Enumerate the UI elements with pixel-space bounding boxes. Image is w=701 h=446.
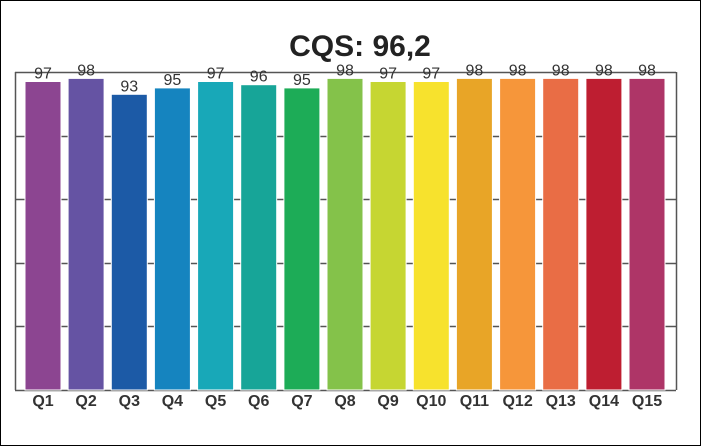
value-label: 98: [336, 62, 354, 79]
bar: [240, 84, 278, 391]
category-label: Q6: [248, 393, 269, 410]
category-label: Q3: [119, 393, 140, 410]
value-label: 98: [552, 62, 570, 79]
category-label: Q8: [334, 393, 355, 410]
value-label: 95: [164, 72, 182, 89]
category-label: Q15: [632, 393, 662, 410]
category-label: Q4: [162, 393, 183, 410]
bar: [628, 77, 666, 391]
chart-title: CQS: 96,2: [289, 30, 431, 63]
value-label: 96: [250, 69, 268, 86]
value-labels: 97 98 93 95 97 96 95 98 97 97 98 98 98 98 98: [34, 62, 656, 95]
bars: [24, 77, 666, 391]
bar: [326, 77, 364, 391]
value-label: 97: [422, 66, 440, 83]
category-label: Q12: [502, 393, 532, 410]
value-label: 98: [466, 62, 484, 79]
category-label: Q5: [205, 393, 226, 410]
bar: [542, 77, 580, 391]
bar: [153, 87, 191, 391]
category-label: Q1: [32, 393, 53, 410]
value-label: 98: [509, 62, 527, 79]
category-label: Q14: [589, 393, 619, 410]
bar: [455, 77, 493, 391]
value-label: 98: [595, 62, 613, 79]
value-label: 93: [120, 78, 138, 95]
bar: [197, 81, 235, 391]
bar: [369, 81, 407, 391]
value-label: 97: [34, 66, 52, 83]
bar: [585, 77, 623, 391]
bar: [412, 81, 450, 391]
value-label: 97: [207, 66, 225, 83]
value-label: 97: [379, 66, 397, 83]
bar: [67, 77, 105, 391]
category-label: Q9: [377, 393, 398, 410]
value-label: 98: [77, 62, 95, 79]
bar: [24, 81, 62, 391]
category-label: Q11: [460, 393, 489, 410]
value-label: 95: [293, 72, 311, 89]
category-labels: Q1 Q2 Q3 Q4 Q5 Q6 Q7 Q8 Q9 Q10 Q11 Q12 Q13 Q14 Q15: [32, 393, 662, 410]
bar: [499, 77, 537, 391]
category-label: Q7: [291, 393, 312, 410]
bar: [283, 87, 321, 391]
category-label: Q2: [75, 393, 96, 410]
category-label: Q10: [416, 393, 446, 410]
category-label: Q13: [546, 393, 576, 410]
bar: [110, 93, 148, 391]
value-label: 98: [638, 62, 656, 79]
